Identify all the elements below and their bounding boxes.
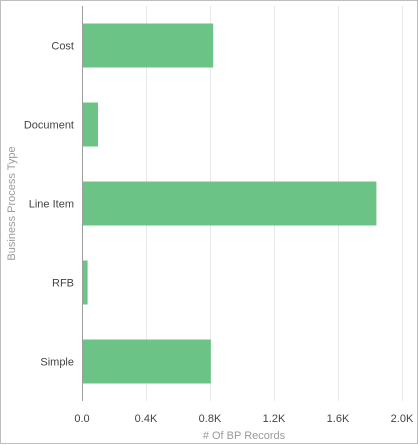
category-label: Line Item xyxy=(29,199,74,211)
x-tick-label: 1.6K xyxy=(327,413,350,425)
x-tick-label: 1.2K xyxy=(263,413,286,425)
bar[interactable] xyxy=(82,260,88,305)
category-label: RFB xyxy=(52,278,74,290)
bar[interactable] xyxy=(82,181,377,226)
category-label: Simple xyxy=(40,357,74,369)
bar[interactable] xyxy=(82,339,211,384)
x-tick-label: 0.4K xyxy=(135,413,158,425)
x-tick-label: 0.0 xyxy=(74,413,89,425)
x-tick-label: 2.0K xyxy=(391,413,414,425)
x-axis-title: # Of BP Records xyxy=(203,430,286,442)
bar[interactable] xyxy=(82,23,214,68)
category-labels: Cost Document Line Item RFB Simple xyxy=(24,41,74,369)
category-label: Document xyxy=(24,120,74,132)
x-tick-label: 0.8K xyxy=(199,413,222,425)
x-tick-labels: 0.0 0.4K 0.8K 1.2K 1.6K 2.0K xyxy=(74,413,414,425)
y-axis-title: Business Process Type xyxy=(6,146,18,260)
bars xyxy=(82,23,377,384)
bar[interactable] xyxy=(82,102,98,147)
category-label: Cost xyxy=(51,41,74,53)
